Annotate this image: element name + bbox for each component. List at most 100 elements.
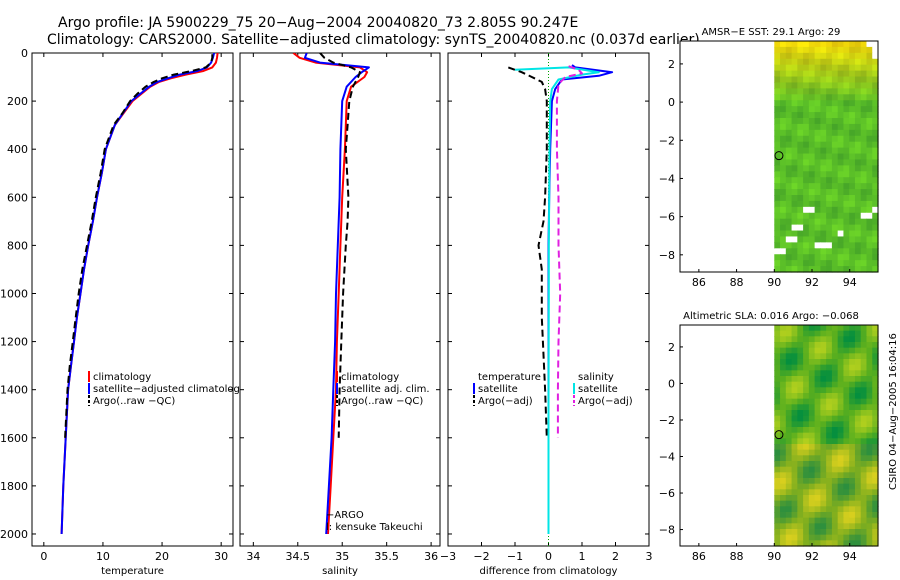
heatmap-cell: [826, 364, 833, 371]
heatmap-cell: [826, 254, 833, 261]
heatmap-cell: [860, 88, 868, 95]
heatmap-cell: [831, 153, 839, 161]
heatmap-cell: [831, 472, 839, 479]
heatmap-cell: [826, 495, 833, 502]
heatmap-cell: [843, 398, 850, 405]
heatmap-cell: [785, 506, 793, 513]
heatmap-cell: [785, 106, 793, 113]
heatmap-cell: [872, 483, 879, 490]
heatmap-cell: [808, 189, 816, 196]
heatmap-cell: [866, 489, 873, 496]
heatmap-cell: [831, 512, 839, 519]
heatmap-cell: [785, 370, 793, 377]
heatmap-cell: [803, 46, 810, 54]
heatmap-cell: [837, 398, 845, 405]
heatmap-cell: [791, 118, 798, 125]
heatmap-cell: [785, 359, 793, 366]
heatmap-cell: [820, 444, 827, 451]
heatmap-cell: [814, 455, 821, 462]
heatmap-cell: [803, 230, 810, 238]
heatmap-cell: [808, 410, 816, 417]
heatmap-cell: [791, 455, 798, 462]
heatmap-cell: [780, 266, 787, 273]
heatmap-cell: [791, 421, 798, 428]
heatmap-cell: [803, 376, 810, 383]
heatmap-cell: [774, 52, 781, 60]
heatmap-cell: [780, 46, 787, 54]
heatmap-cell: [843, 438, 850, 445]
heatmap-cell: [808, 376, 816, 383]
heatmap-cell: [791, 444, 798, 451]
heatmap-cell: [774, 500, 781, 507]
heatmap-cell: [774, 461, 781, 468]
heatmap-cell: [774, 427, 781, 434]
heatmap-cell: [780, 123, 787, 131]
heatmap-cell: [820, 248, 827, 255]
heatmap-cell: [843, 540, 850, 547]
heatmap-cell: [808, 248, 816, 255]
heatmap-cell: [831, 466, 839, 473]
heatmap-cell: [785, 517, 793, 524]
heatmap-cell: [791, 495, 798, 502]
heatmap-cell: [814, 517, 821, 524]
heatmap-cell: [854, 387, 862, 394]
heatmap-cell: [803, 129, 810, 137]
y-tick-label: 1200: [0, 336, 28, 349]
heatmap-cell: [860, 500, 868, 507]
heatmap-cell: [831, 112, 839, 119]
heatmap-cell: [831, 330, 839, 337]
heatmap-cell: [791, 224, 798, 232]
heatmap-cell: [826, 94, 833, 101]
heatmap-cell: [854, 444, 862, 451]
heatmap-cell: [837, 472, 845, 479]
heatmap-cell: [803, 135, 810, 143]
heatmap-cell: [774, 100, 781, 107]
heatmap-cell: [814, 444, 821, 451]
heatmap-cell: [831, 421, 839, 428]
legend-label: temperature: [478, 372, 541, 383]
heatmap-cell: [849, 500, 856, 507]
heatmap-cell: [814, 336, 821, 343]
heatmap-cell: [837, 206, 845, 214]
heatmap-cell: [854, 135, 862, 143]
heatmap-cell: [849, 466, 856, 473]
heatmap-cell: [791, 129, 798, 137]
heatmap-cell: [826, 472, 833, 479]
heatmap-cell: [791, 325, 798, 332]
heatmap-cell: [814, 189, 821, 196]
heatmap-cell: [820, 472, 827, 479]
heatmap-cell: [872, 165, 879, 172]
heatmap-cell: [849, 260, 856, 267]
sst_map-frame: [679, 40, 879, 273]
heatmap-cell: [860, 506, 868, 513]
heatmap-cell: [854, 106, 862, 113]
heatmap-cell: [803, 398, 810, 405]
heatmap-cell: [837, 147, 845, 155]
heatmap-cell: [849, 534, 856, 541]
heatmap-cell: [803, 449, 810, 456]
heatmap-cell: [774, 364, 781, 371]
heatmap-cell: [774, 153, 781, 161]
heatmap-cell: [791, 171, 798, 178]
heatmap-cell: [849, 183, 856, 190]
heatmap-cell: [803, 359, 810, 366]
heatmap-cell: [826, 432, 833, 439]
heatmap-cell: [774, 200, 781, 208]
heatmap-cell: [820, 224, 827, 232]
heatmap-cell: [826, 393, 833, 400]
heatmap-cell: [843, 100, 850, 107]
heatmap-cell: [820, 466, 827, 473]
y-tick-label: −2: [659, 134, 675, 147]
heatmap-cell: [826, 415, 833, 422]
heatmap-cell: [849, 483, 856, 490]
heatmap-cell: [854, 404, 862, 411]
heatmap-cell: [785, 461, 793, 468]
heatmap-cell: [826, 427, 833, 434]
heatmap-cell: [837, 438, 845, 445]
heatmap-cell: [797, 46, 804, 54]
heatmap-cell: [866, 206, 873, 214]
heatmap-cell: [780, 195, 787, 202]
heatmap-cell: [826, 359, 833, 366]
heatmap-cell: [854, 260, 862, 267]
heatmap-cell: [797, 88, 804, 95]
